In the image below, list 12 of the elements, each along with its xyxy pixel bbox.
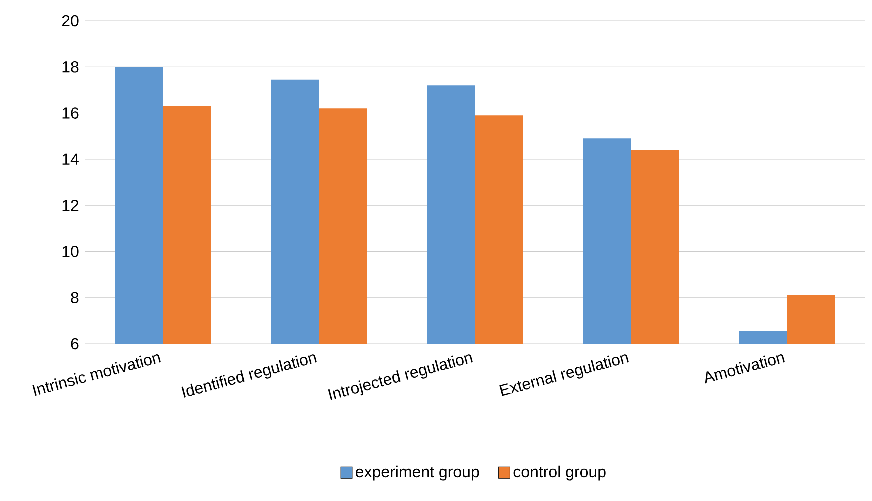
y-tick-label: 6 xyxy=(71,338,79,350)
y-tick-label: 16 xyxy=(62,108,79,119)
y-tick-label: 20 xyxy=(62,15,79,27)
legend-label: control group xyxy=(514,466,606,481)
y-tick-label: 18 xyxy=(62,61,79,73)
y-tick-label: 10 xyxy=(62,246,79,258)
legend-label: experiment group xyxy=(356,466,480,481)
y-tick-label: 12 xyxy=(62,200,79,212)
x-tick-label: External regulation xyxy=(500,354,630,396)
y-tick-label: 14 xyxy=(62,154,79,165)
x-tick-label: Intrinsic motivation xyxy=(32,354,162,396)
y-tick-label: 8 xyxy=(71,292,79,304)
